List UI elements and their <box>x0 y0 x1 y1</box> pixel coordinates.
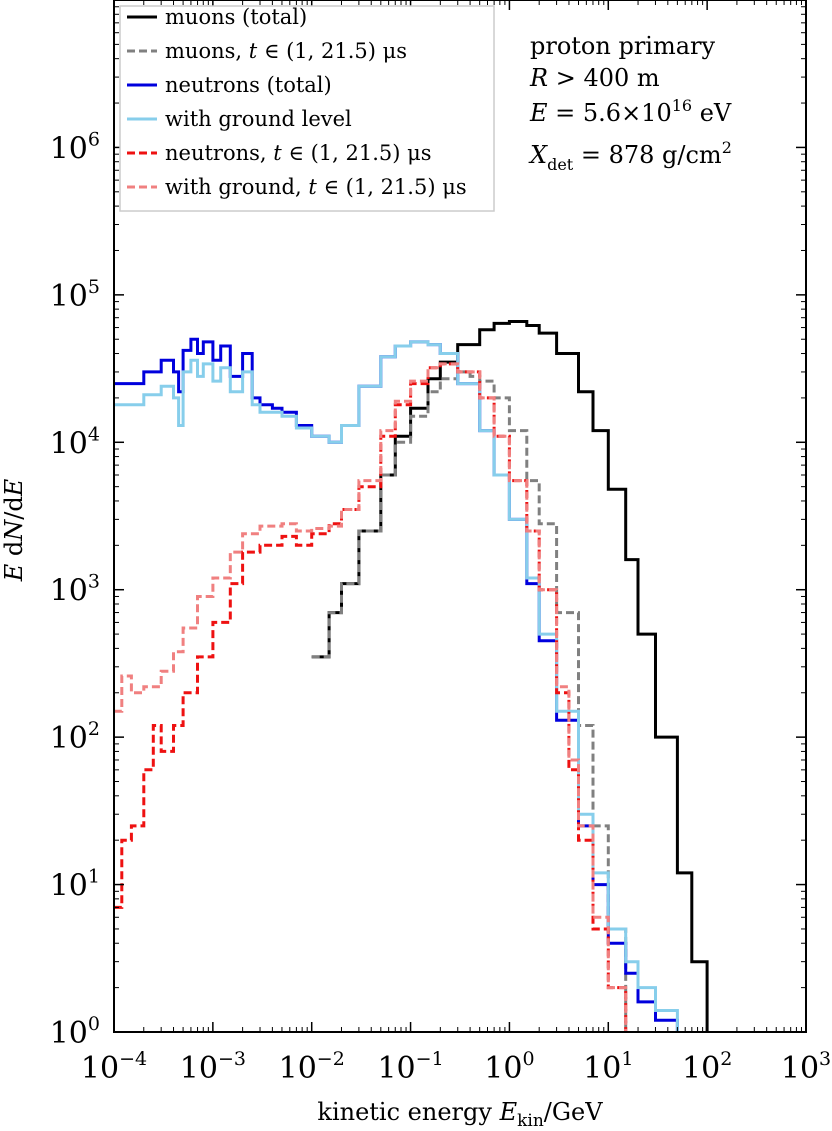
legend-label-4: neutrons, t ∈ (1, 21.5) μs <box>165 141 432 165</box>
y-tick-labels: 100 101 102 103 104 105 106 <box>50 128 100 1051</box>
legend-label-0: muons (total) <box>165 5 307 29</box>
y-tick-label: 101 <box>50 866 100 904</box>
x-tick-label: 10−1 <box>377 1048 443 1086</box>
x-axis-label: kinetic energy Ekin/GeV <box>317 1098 603 1131</box>
x-tick-label: 10−2 <box>279 1048 345 1086</box>
y-tick-label: 106 <box>50 128 100 166</box>
legend-label-3: with ground level <box>165 107 352 131</box>
plot-frame <box>113 0 807 1033</box>
x-tick-label: 102 <box>682 1048 732 1086</box>
x-tick-label: 10−3 <box>180 1048 246 1086</box>
y-tick-label: 103 <box>50 571 100 609</box>
info-line-1: proton primary <box>530 32 716 60</box>
legend-label-2: neutrons (total) <box>165 73 332 97</box>
legend-frame <box>119 5 495 212</box>
x-tick-labels: 10−4 10−3 10−2 10−1 100 101 102 103 <box>81 1048 831 1086</box>
legend: muons (total) muons, t ∈ (1, 21.5) μs neut… <box>119 5 495 212</box>
x-tick-label: 103 <box>781 1048 831 1086</box>
series-line-1 <box>311 370 628 1032</box>
legend-label-5: with ground, t ∈ (1, 21.5) μs <box>165 175 467 199</box>
x-tick-label: 10−4 <box>81 1048 147 1086</box>
y-tick-label: 104 <box>50 423 100 461</box>
info-line-4: Xdet = 878 g/cm2 <box>528 138 732 174</box>
series-line-3 <box>114 340 679 1032</box>
info-line-3: E = 5.6×1016 eV <box>529 96 732 127</box>
info-annotation: proton primary R > 400 m E = 5.6×1016 eV… <box>528 32 732 174</box>
x-tick-label: 101 <box>583 1048 633 1086</box>
series-line-5 <box>114 362 628 1032</box>
info-line-2: R > 400 m <box>529 64 660 92</box>
legend-label-1: muons, t ∈ (1, 21.5) μs <box>165 39 407 63</box>
x-tick-label: 100 <box>484 1048 534 1086</box>
series-layer <box>114 320 709 1032</box>
y-axis-label: E dN/dE <box>0 478 28 582</box>
y-tick-label: 105 <box>50 276 100 314</box>
y-tick-label: 102 <box>50 718 100 756</box>
y-tick-label: 100 <box>50 1013 100 1051</box>
